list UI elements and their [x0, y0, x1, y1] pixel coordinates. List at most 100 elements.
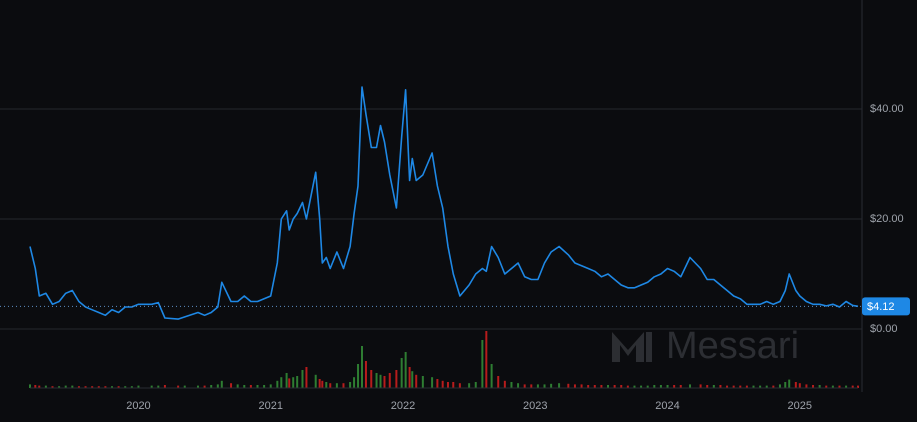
volume-bar	[216, 384, 219, 388]
volume-bar	[659, 385, 662, 388]
volume-bar	[838, 385, 841, 388]
volume-bar	[335, 383, 338, 388]
volume-bar	[383, 376, 386, 388]
x-tick-label: 2025	[788, 400, 812, 412]
volume-bar	[474, 382, 477, 388]
volume-bar	[84, 386, 87, 388]
volume-bar	[77, 386, 80, 388]
volume-bar	[256, 385, 259, 388]
volume-bar	[593, 385, 596, 388]
volume-bar	[452, 382, 455, 388]
volume-bar	[124, 386, 127, 388]
volume-bar	[558, 383, 561, 388]
volume-bar	[137, 385, 140, 388]
volume-bar	[375, 373, 378, 388]
volume-bar	[263, 385, 266, 388]
volume-bar	[468, 383, 471, 388]
volume-bar	[163, 385, 166, 388]
volume-bar	[699, 384, 702, 388]
volume-bar	[503, 380, 506, 388]
volume-bar	[543, 384, 546, 388]
volume-bar	[325, 382, 328, 388]
volume-bar	[379, 374, 382, 388]
logo	[612, 332, 652, 362]
volume-bar	[481, 340, 484, 388]
volume-bar	[349, 382, 352, 388]
volume-bar	[772, 385, 775, 388]
volume-bar	[446, 382, 449, 388]
volume-bar	[269, 384, 272, 388]
volume-bar	[580, 384, 583, 388]
volume-bar	[150, 385, 153, 388]
volume-bar	[342, 383, 345, 388]
y-tick-label: $0.00	[870, 323, 898, 335]
volume-bar	[415, 374, 418, 388]
volume-bar	[530, 384, 533, 388]
volume-bar	[301, 370, 304, 388]
volume-bar	[280, 377, 283, 388]
volume-bar	[236, 384, 239, 388]
volume-bar	[408, 367, 411, 388]
volume-bar	[825, 385, 828, 388]
volume-bar	[353, 377, 356, 388]
volume-bar	[706, 385, 709, 388]
x-tick-label: 2020	[126, 400, 150, 412]
volume-bar	[404, 352, 407, 388]
volume-bar	[666, 385, 669, 388]
volume-bar	[745, 385, 748, 388]
volume-bar	[640, 385, 643, 388]
volume-bar	[400, 358, 403, 388]
volume-bar	[759, 385, 762, 388]
volume-bar	[177, 385, 180, 388]
volume-bar	[851, 385, 854, 388]
current-price-label: $4.12	[867, 301, 895, 313]
volume-bar	[607, 385, 610, 388]
volume-bar	[276, 380, 279, 388]
volume-bar	[370, 370, 373, 388]
volume-bar	[203, 385, 206, 388]
volume-bar	[243, 385, 246, 388]
volume-bar	[523, 384, 526, 388]
volume-bar	[719, 385, 722, 388]
volume-bar	[288, 378, 291, 388]
volume-bar	[117, 386, 120, 388]
volume-bar	[388, 373, 391, 388]
volume-bar	[296, 376, 299, 388]
volume-bar	[38, 385, 41, 388]
volume-bar	[752, 385, 755, 388]
volume-bar	[329, 383, 332, 388]
volume-bar	[357, 364, 360, 388]
volume-bar	[111, 386, 114, 388]
volume-bar	[485, 331, 488, 388]
volume-bar	[230, 383, 233, 388]
volume-bar	[249, 385, 252, 388]
volume-bar	[292, 377, 295, 388]
volume-bar	[805, 384, 808, 388]
volume-bar	[364, 361, 367, 388]
volume-bar	[626, 385, 629, 388]
volume-bar	[765, 385, 768, 388]
volume-bar	[620, 385, 623, 388]
volume-bar	[411, 371, 414, 388]
volume-bar	[812, 385, 815, 388]
volume-bar	[395, 370, 398, 388]
y-tick-label: $20.00	[870, 213, 904, 225]
volume-bar	[58, 386, 61, 388]
volume-bar	[778, 384, 781, 388]
volume-bar	[673, 385, 676, 388]
x-tick-label: 2023	[523, 400, 547, 412]
volume-bar	[104, 386, 107, 388]
volume-bar	[517, 383, 520, 388]
volume-bar	[157, 385, 160, 388]
x-tick-label: 2022	[391, 400, 415, 412]
watermark: Messari	[666, 325, 799, 367]
volume-bar	[845, 385, 848, 388]
volume-bar	[130, 386, 133, 388]
volume-bar	[600, 385, 603, 388]
volume-bar	[798, 383, 801, 388]
volume-bar	[653, 385, 656, 388]
x-tick-label: 2024	[655, 400, 679, 412]
volume-bar	[441, 380, 444, 388]
volume-bar	[220, 380, 223, 388]
